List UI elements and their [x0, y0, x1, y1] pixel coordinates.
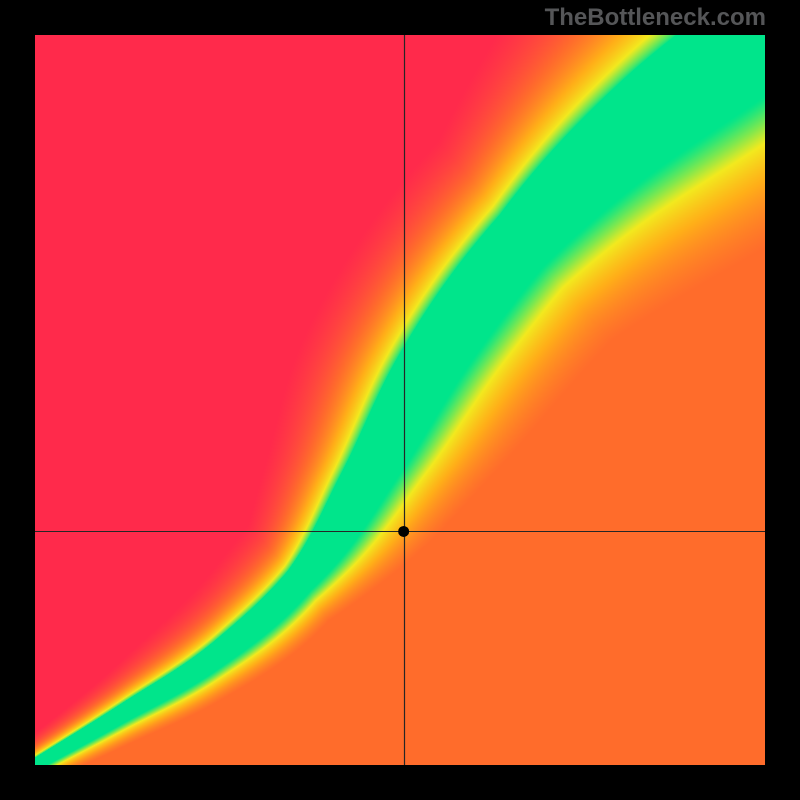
bottleneck-heatmap — [35, 35, 765, 765]
watermark-text: TheBottleneck.com — [545, 4, 766, 32]
chart-container: TheBottleneck.com — [0, 0, 800, 800]
